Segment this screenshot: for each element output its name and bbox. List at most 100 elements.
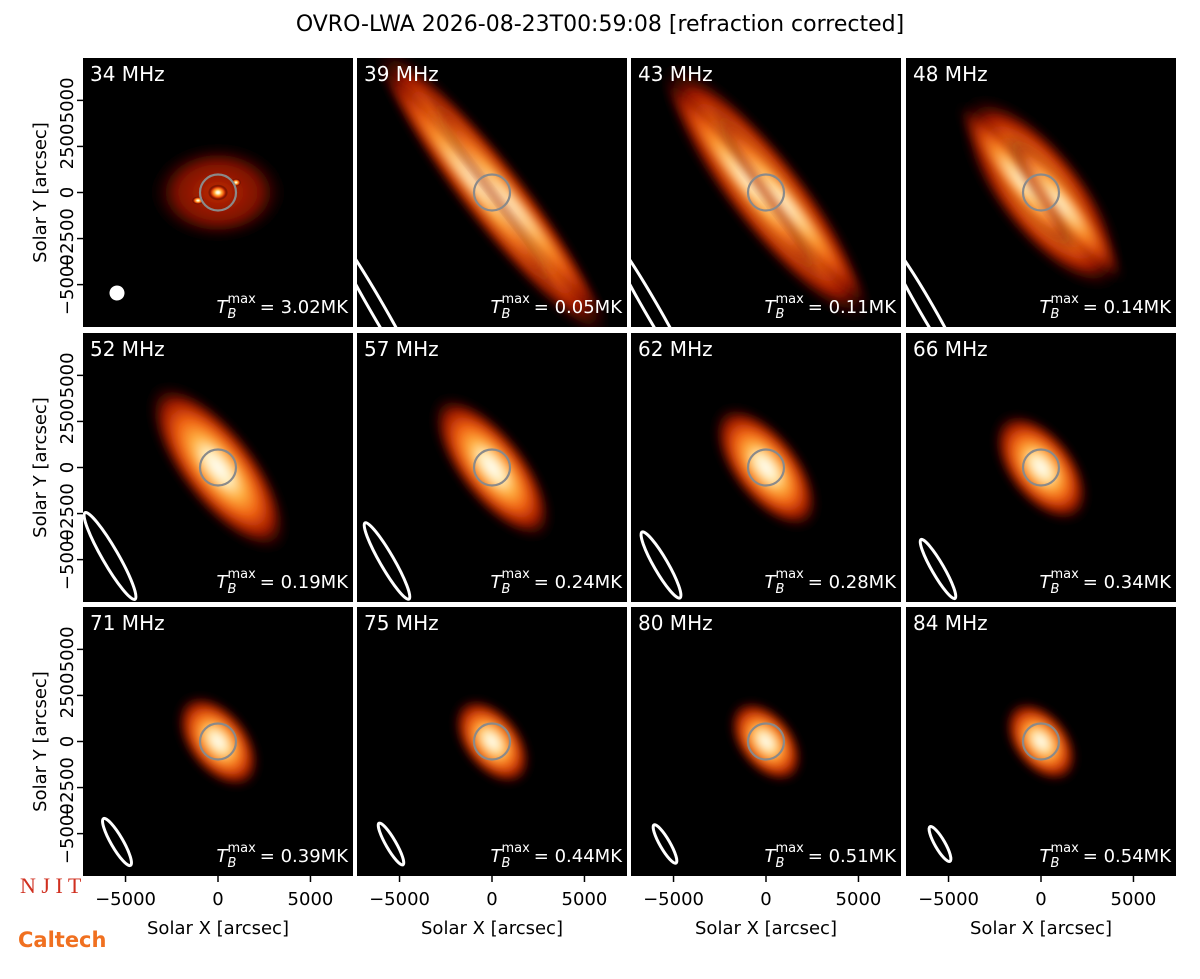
emission (711, 403, 821, 532)
tb-max-label: TBmax = 0.54MK (1040, 841, 1173, 871)
beam (101, 816, 133, 868)
frequency-label: 71 MHz (90, 611, 165, 635)
x-tick-label: −5000 (95, 889, 156, 910)
y-tick-label: 2500 (57, 124, 78, 170)
tb-max-label: TBmax = 0.19MK (217, 567, 350, 597)
tb-symbol: T (1040, 572, 1053, 593)
beam (927, 825, 953, 863)
frequency-label: 34 MHz (90, 62, 165, 86)
tb-max-label: TBmax = 0.51MK (765, 841, 898, 871)
y-tick-label: 5000 (57, 352, 78, 398)
panel: 62 MHz TBmax = 0.28MK (631, 333, 901, 602)
y-tick-label: −5000 (57, 803, 78, 864)
tb-max-label: TBmax = 0.05MK (491, 292, 624, 322)
tb-sub: B (1051, 582, 1060, 597)
tb-max-label: TBmax = 0.28MK (765, 567, 898, 597)
solar-disk (1021, 722, 1061, 761)
x-tick-label: 5000 (288, 889, 334, 910)
y-tick-label: −2500 (57, 483, 78, 544)
emission (1003, 699, 1079, 784)
logo-njit: N J I T (20, 873, 82, 898)
tb-sub: B (228, 582, 237, 597)
x-tick-label: 5000 (562, 889, 608, 910)
panel: 80 MHz TBmax = 0.51MK −5000 0 5000 Solar X [ar… (631, 607, 901, 939)
tb-sub: B (502, 856, 511, 871)
emission (146, 381, 290, 554)
panel: 39 MHz TBmax = 0.05MK (357, 58, 627, 327)
frequency-label: 52 MHz (90, 337, 165, 361)
beam (906, 237, 968, 327)
panel-image (927, 699, 1079, 863)
y-axis-label: Solar Y [arcsec] (30, 671, 51, 812)
emission (991, 410, 1091, 525)
frequency-label: 80 MHz (638, 611, 713, 635)
x-tick-label: 0 (212, 889, 223, 910)
title: OVRO-LWA 2026-08-23T00:59:08 [refraction… (296, 12, 904, 37)
frequency-label: 48 MHz (913, 62, 988, 86)
logo-caltech: Caltech (18, 928, 106, 952)
panel: 84 MHz TBmax = 0.54MK −5000 0 5000 Solar X [ar… (906, 607, 1176, 939)
tb-max-label: TBmax = 0.11MK (765, 292, 898, 322)
beam (639, 530, 683, 600)
x-axis-label: Solar X [arcsec] (421, 918, 563, 939)
tb-symbol: T (217, 846, 230, 867)
tb-max-label: TBmax = 0.39MK (217, 841, 350, 871)
tb-sub: B (228, 307, 237, 322)
y-axis-label: Solar Y [arcsec] (30, 122, 51, 263)
tb-sup: max (1050, 292, 1079, 307)
solar-disk (1021, 448, 1061, 487)
x-tick-label: 5000 (1111, 889, 1157, 910)
frequency-label: 39 MHz (364, 62, 439, 86)
tb-sup: max (775, 292, 804, 307)
beam (109, 285, 125, 301)
tb-sub: B (1051, 307, 1060, 322)
panel-image (357, 58, 613, 327)
solar-disk (1021, 173, 1061, 212)
panel-image (918, 410, 1091, 601)
x-tick-label: 5000 (836, 889, 882, 910)
frequency-label: 75 MHz (364, 611, 439, 635)
emission (451, 696, 533, 787)
solar-disk (472, 448, 512, 487)
panel-image (109, 142, 288, 301)
solar-disk (746, 448, 786, 487)
y-tick-label: −5000 (57, 254, 78, 315)
panel: 75 MHz TBmax = 0.44MK −5000 0 5000 Solar X [ar… (357, 607, 627, 939)
x-tick-label: −5000 (643, 889, 704, 910)
emission-streak (955, 101, 1077, 254)
beam (83, 511, 138, 601)
panel-image (651, 698, 805, 865)
tb-symbol: T (765, 846, 778, 867)
tb-value: = 0.19MK (260, 572, 349, 593)
tb-sup: max (775, 567, 804, 582)
tb-max-label: TBmax = 3.02MK (217, 292, 350, 322)
emission-streak (1005, 131, 1127, 284)
tb-sub: B (228, 856, 237, 871)
tb-symbol: T (765, 572, 778, 593)
frequency-label: 84 MHz (913, 611, 988, 635)
frequency-label: 43 MHz (638, 62, 713, 86)
tb-sub: B (1051, 856, 1060, 871)
tb-symbol: T (1040, 297, 1053, 318)
y-tick-label: 2500 (57, 673, 78, 719)
panel: 48 MHz TBmax = 0.14MK (906, 58, 1176, 327)
x-tick-label: 0 (760, 889, 771, 910)
tb-value: = 0.14MK (1083, 297, 1172, 318)
emission (727, 698, 805, 785)
tb-value: = 0.39MK (260, 846, 349, 867)
panel: 43 MHz TBmax = 0.11MK (631, 58, 901, 327)
x-axis-label: Solar X [arcsec] (970, 918, 1112, 939)
y-tick-label: 0 (57, 187, 78, 198)
tb-value: = 0.51MK (808, 846, 897, 867)
x-axis-label: Solar X [arcsec] (147, 918, 289, 939)
tb-sub: B (502, 582, 511, 597)
tb-symbol: T (491, 846, 504, 867)
emission (429, 393, 555, 542)
tb-sup: max (501, 292, 530, 307)
tb-max-label: TBmax = 0.14MK (1040, 292, 1173, 322)
tb-sup: max (1050, 567, 1079, 582)
beam (357, 224, 427, 327)
emission (174, 692, 262, 791)
beam (376, 821, 406, 867)
